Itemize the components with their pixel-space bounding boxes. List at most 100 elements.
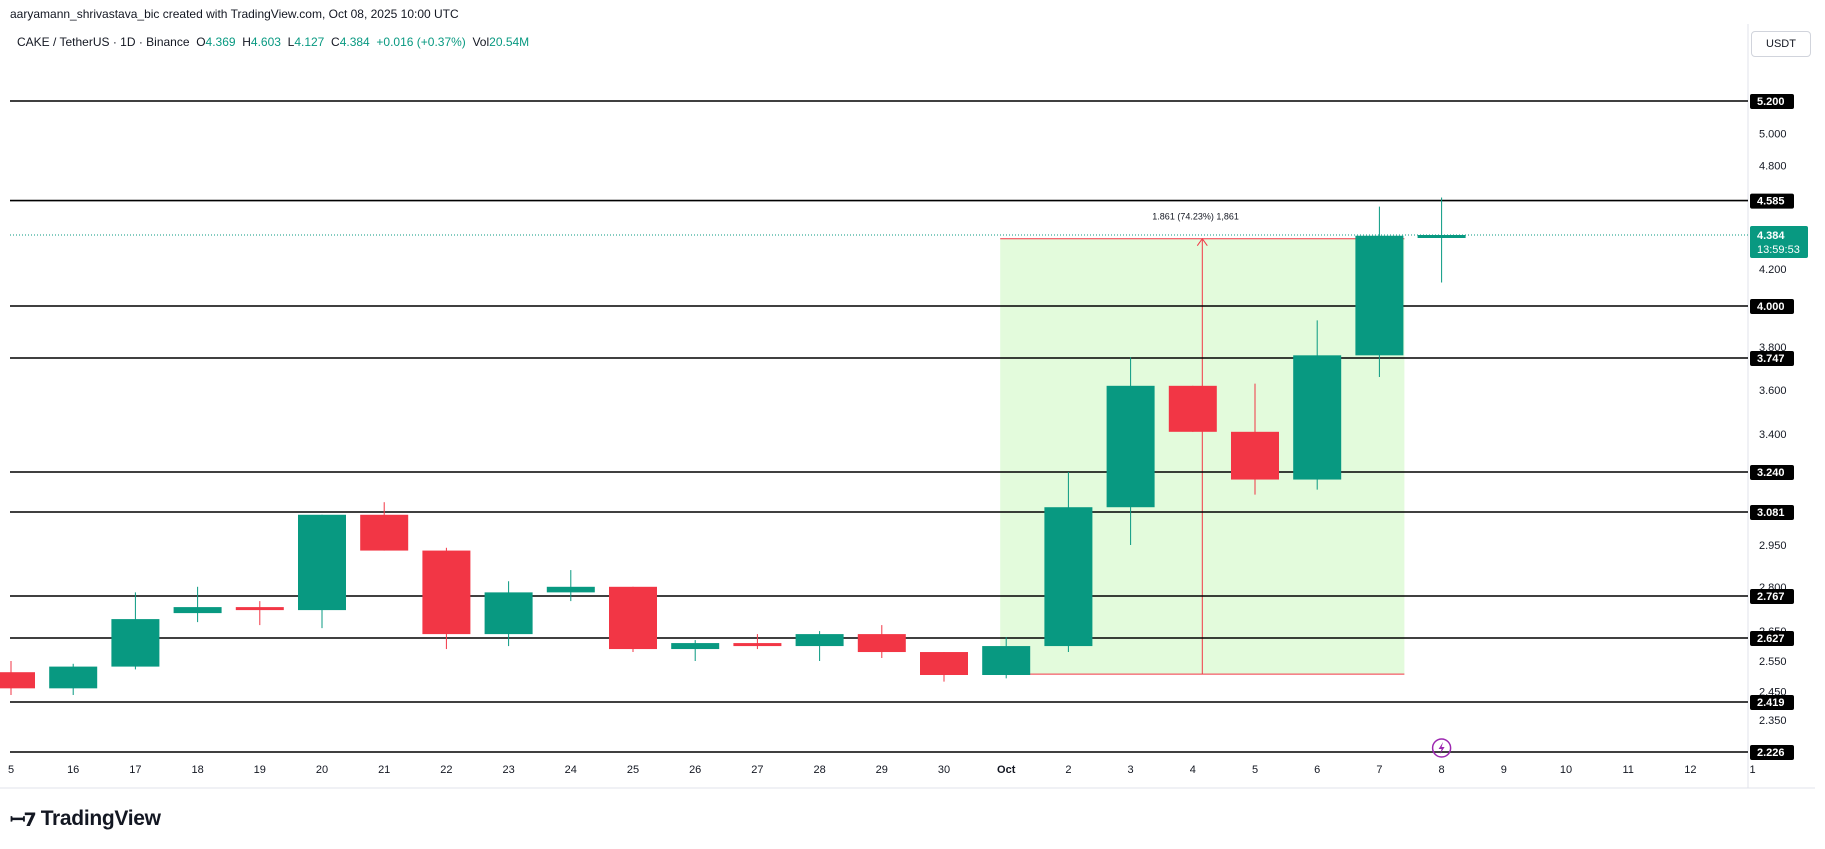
- level-badge-label: 2.627: [1757, 633, 1785, 645]
- open-value: 4.369: [205, 35, 236, 49]
- candle-body: [1106, 385, 1155, 508]
- time-tick-label: 17: [129, 764, 141, 776]
- candle-body: [111, 619, 160, 667]
- time-tick-label: 25: [627, 764, 639, 776]
- candle-body: [360, 514, 409, 551]
- level-badge-label: 2.226: [1757, 747, 1785, 759]
- level-badge: [1750, 193, 1794, 209]
- time-tick-label: 18: [191, 764, 203, 776]
- time-tick-label: 7: [1376, 764, 1382, 776]
- lightning-bolt-icon: [1438, 742, 1445, 754]
- price-tick-label: 4.800: [1759, 161, 1787, 173]
- time-tick-label: 19: [254, 764, 266, 776]
- high-label: H: [242, 35, 251, 49]
- time-tick-label: 6: [1314, 764, 1320, 776]
- candle-body: [795, 634, 844, 647]
- time-tick-label: Oct: [997, 764, 1016, 776]
- level-badge-label: 3.747: [1757, 353, 1785, 365]
- volume-label: Vol: [472, 35, 490, 49]
- time-tick-label: 5: [8, 764, 14, 776]
- time-tick-label: 2: [1065, 764, 1071, 776]
- measure-label: 1.861 (74.23%) 1,861: [1152, 212, 1239, 222]
- level-badge-label: 2.419: [1757, 697, 1785, 709]
- time-tick-label: 20: [316, 764, 328, 776]
- current-price-badge: [1750, 226, 1808, 258]
- candle-body: [1044, 507, 1093, 647]
- candle-body: [1168, 385, 1217, 432]
- time-tick-label: 30: [938, 764, 950, 776]
- candle-body: [484, 592, 533, 635]
- chart-attribution: aaryamann_shrivastava_bic created with T…: [10, 7, 459, 21]
- volume-value: 20.54M: [489, 35, 530, 49]
- open-label: O: [196, 35, 206, 49]
- price-tick-label: 3.600: [1759, 385, 1787, 397]
- candle-body: [857, 634, 906, 653]
- time-tick-label: 3: [1128, 764, 1134, 776]
- candle-body: [0, 672, 35, 689]
- level-badge: [1750, 94, 1794, 109]
- level-badge: [1750, 351, 1794, 366]
- time-tick-label: 22: [440, 764, 452, 776]
- time-tick-label: 4: [1190, 764, 1196, 776]
- lightning-icon: [1431, 738, 1452, 758]
- time-tick-label: 16: [67, 764, 79, 776]
- candle-body: [546, 586, 595, 593]
- candle-body: [920, 652, 968, 675]
- high-value: 4.603: [250, 35, 281, 49]
- level-badge-label: 5.200: [1757, 96, 1785, 108]
- tradingview-logo-text: TradingView: [40, 807, 161, 830]
- candle-body: [671, 643, 720, 650]
- level-badge: [1750, 299, 1794, 314]
- candle-body: [982, 646, 1031, 675]
- level-badge: [1750, 589, 1794, 604]
- time-tick-label: 12: [1684, 764, 1696, 776]
- level-badge-label: 4.585: [1757, 196, 1785, 208]
- price-tick-label: 2.950: [1759, 540, 1787, 552]
- price-tick-label: 2.350: [1759, 715, 1787, 727]
- level-badge: [1750, 695, 1794, 710]
- time-tick-label: 1: [1750, 764, 1756, 776]
- time-tick-label: 24: [565, 764, 577, 776]
- candle-body: [49, 666, 98, 689]
- candlestick-chart[interactable]: 1.861 (74.23%) 1,8615.0004.8004.2003.800…: [0, 0, 1825, 800]
- candle-body: [1417, 235, 1466, 238]
- tradingview-logo[interactable]: ꟷ7 TradingView: [10, 806, 161, 832]
- time-tick-label: 21: [378, 764, 390, 776]
- time-tick-label: 29: [876, 764, 888, 776]
- time-tick-label: 11: [1622, 764, 1633, 776]
- price-tick-label: 2.550: [1759, 656, 1787, 668]
- candle-body: [733, 643, 782, 647]
- candle-body: [1231, 431, 1279, 480]
- price-tick-label: 4.200: [1759, 264, 1787, 276]
- level-badge-label: 2.767: [1757, 591, 1785, 603]
- change-value: +0.016 (+0.37%): [376, 35, 466, 49]
- countdown-label: 13:59:53: [1757, 244, 1800, 256]
- candle-body: [609, 586, 657, 650]
- currency-button[interactable]: USDT: [1751, 31, 1811, 57]
- candle-body: [298, 514, 346, 611]
- level-badge: [1750, 505, 1794, 520]
- time-tick-label: 8: [1439, 764, 1445, 776]
- candle-body: [1293, 355, 1342, 480]
- level-badge-label: 4.000: [1757, 301, 1785, 313]
- time-tick-label: 27: [751, 764, 763, 776]
- price-tick-label: 3.400: [1759, 429, 1787, 441]
- close-label: C: [331, 35, 340, 49]
- level-badge-label: 3.240: [1757, 467, 1785, 479]
- tradingview-logo-icon: ꟷ7: [10, 809, 37, 831]
- close-value: 4.384: [339, 35, 370, 49]
- level-badge: [1750, 465, 1794, 480]
- time-tick-label: 26: [689, 764, 701, 776]
- time-tick-label: 9: [1501, 764, 1507, 776]
- symbol-name[interactable]: CAKE / TetherUS · 1D · Binance: [17, 35, 190, 49]
- candle-body: [1355, 235, 1404, 356]
- candle-body: [422, 550, 471, 635]
- current-price-label: 4.384: [1757, 230, 1785, 242]
- candle-body: [173, 607, 222, 614]
- symbol-legend: CAKE / TetherUS · 1D · Binance O4.369 H4…: [17, 35, 529, 49]
- measure-arrow-icon: [1196, 237, 1208, 246]
- price-tick-label: 5.000: [1759, 128, 1787, 140]
- time-tick-label: 23: [502, 764, 514, 776]
- level-badge: [1750, 745, 1794, 760]
- level-badge-label: 3.081: [1757, 507, 1785, 519]
